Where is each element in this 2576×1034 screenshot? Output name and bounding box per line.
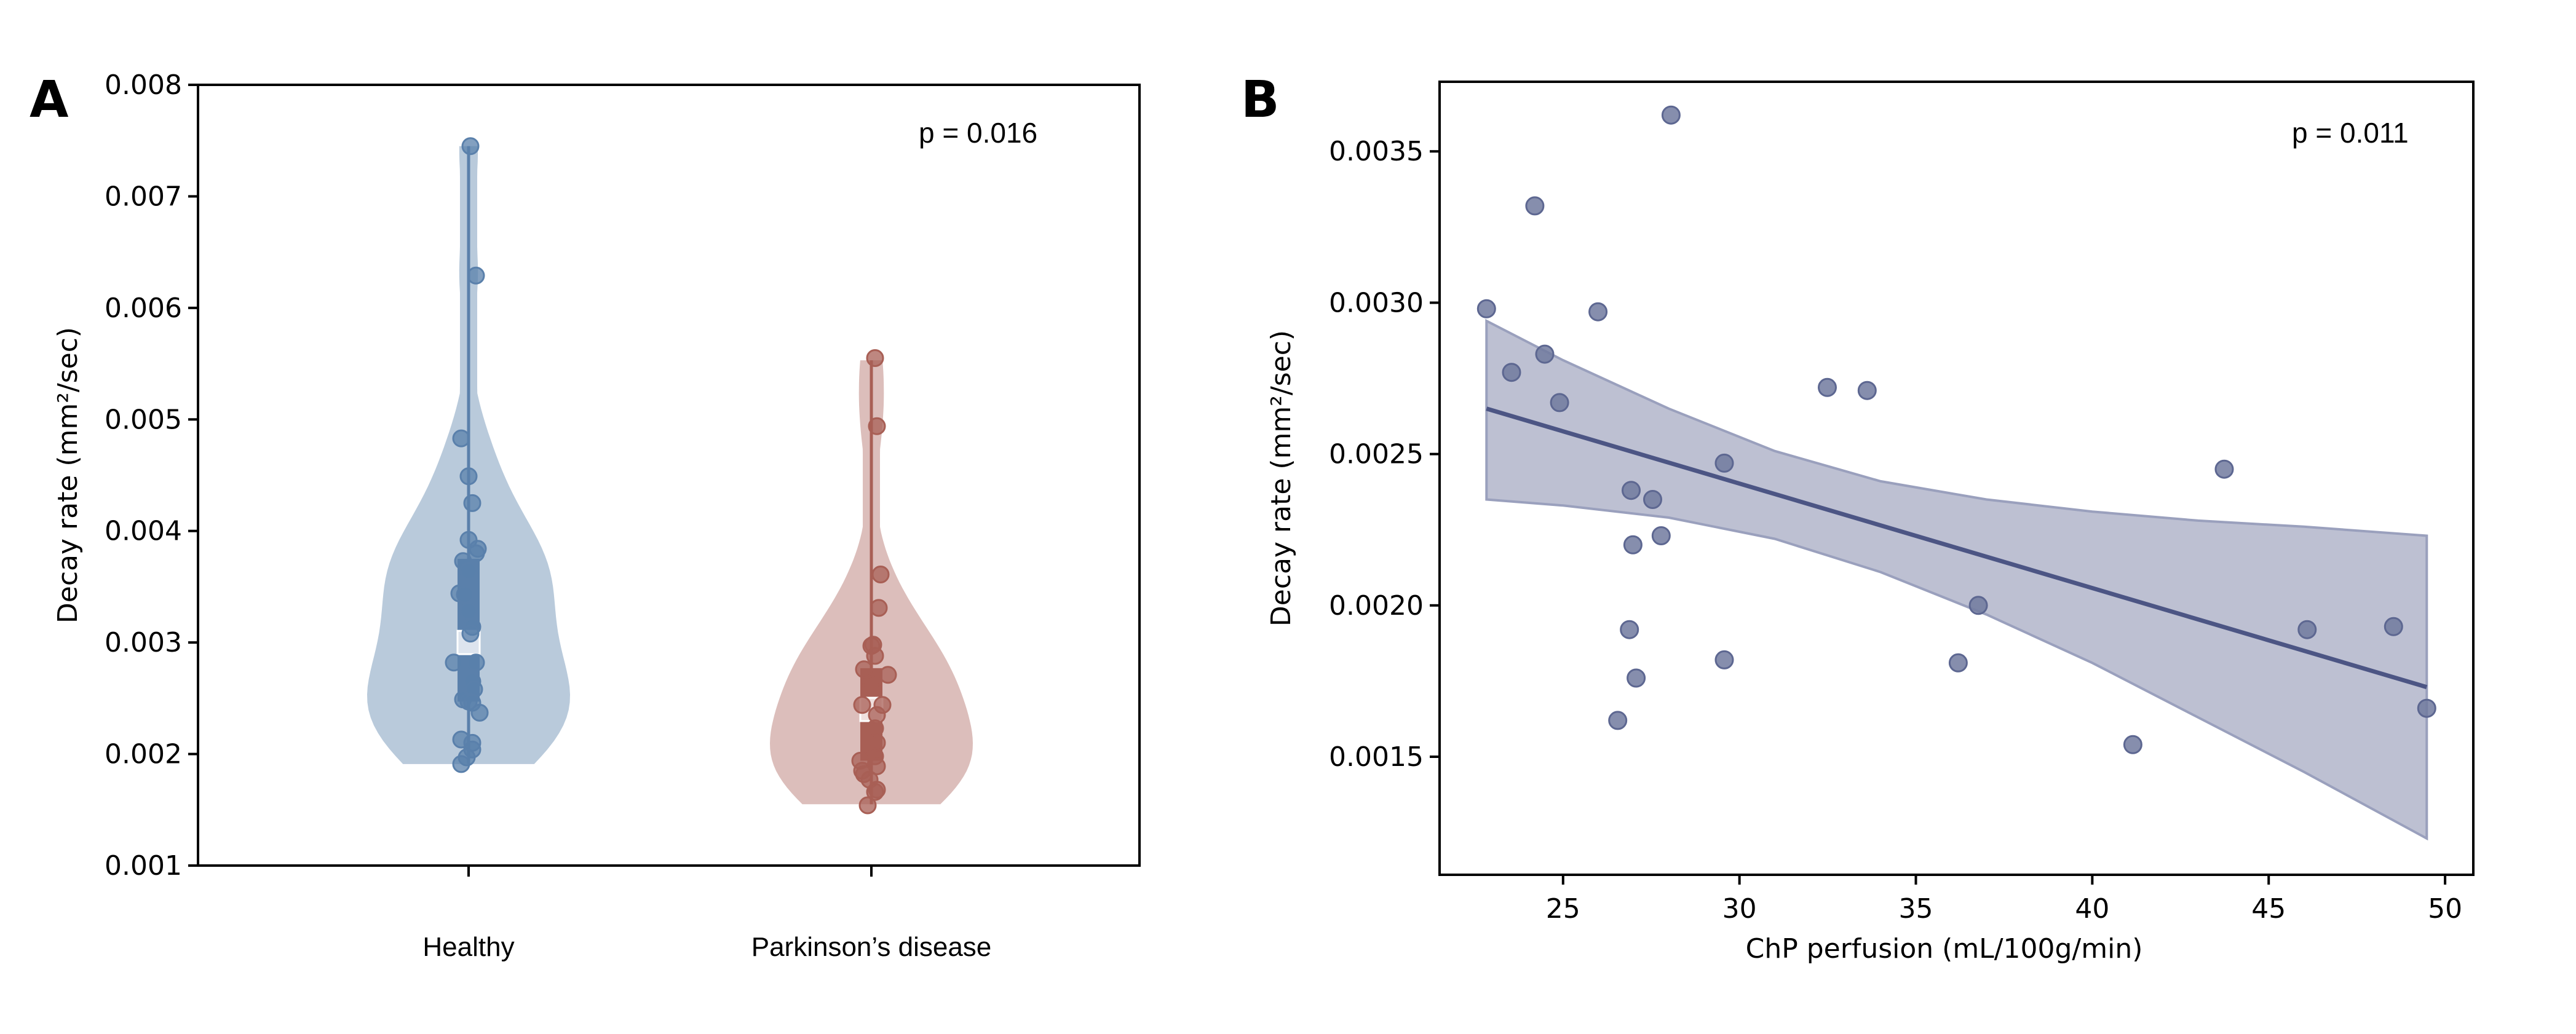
data-point xyxy=(879,666,897,684)
x-tick-label: 50 xyxy=(2428,893,2462,925)
data-point xyxy=(461,137,480,156)
data-point xyxy=(1535,344,1555,364)
y-axis-ticks: 0.0015 0.0020 0.0025 0.0030 0.0035 xyxy=(1329,136,1440,773)
p-value-annotation: p = 0.011 xyxy=(2292,117,2409,149)
data-point xyxy=(461,625,480,643)
data-point xyxy=(866,783,884,801)
y-axis-ticks: 0.001 0.002 0.003 0.004 0.005 0.006 0.007 0.008 xyxy=(105,69,198,882)
data-point xyxy=(2123,735,2142,754)
data-point xyxy=(467,266,485,285)
y-tick-label: 0.001 xyxy=(105,850,182,882)
data-point xyxy=(1857,381,1877,400)
data-point xyxy=(463,494,482,512)
data-point xyxy=(853,696,871,714)
data-point xyxy=(858,796,877,815)
data-point xyxy=(855,660,873,679)
data-point xyxy=(1714,650,1734,669)
data-point xyxy=(1968,596,1988,615)
data-point xyxy=(1651,526,1671,545)
data-point xyxy=(866,349,884,367)
data-point xyxy=(868,417,886,435)
y-axis-label: Decay rate (mm²/sec) xyxy=(52,327,84,623)
plot-frame xyxy=(1438,81,2475,876)
data-point xyxy=(1550,393,1569,412)
data-point xyxy=(1476,299,1496,318)
data-point xyxy=(459,467,478,486)
data-point xyxy=(459,562,478,580)
x-tick-label: 25 xyxy=(1546,893,1580,925)
data-point xyxy=(1714,453,1734,473)
y-tick-label: 0.0030 xyxy=(1329,287,1424,318)
y-tick-label: 0.006 xyxy=(105,293,182,324)
y-tick-label: 0.0020 xyxy=(1329,590,1424,622)
y-tick-label: 0.003 xyxy=(105,627,182,658)
confidence-band xyxy=(1485,318,2428,841)
x-tick-label: 40 xyxy=(2075,893,2109,925)
y-tick-label: 0.007 xyxy=(105,181,182,212)
violin-plot: 0.001 0.002 0.003 0.004 0.005 0.006 0.007 0.008… xyxy=(52,69,1141,962)
data-point xyxy=(1627,668,1646,688)
data-point xyxy=(1643,490,1662,509)
y-tick-label: 0.008 xyxy=(105,69,182,101)
data-point xyxy=(1622,481,1641,500)
y-tick-label: 0.0015 xyxy=(1329,741,1424,773)
y-axis-label: Decay rate (mm²/sec) xyxy=(1266,330,1297,626)
y-tick-label: 0.002 xyxy=(105,739,182,770)
data-point xyxy=(452,429,470,448)
data-point xyxy=(452,755,470,773)
data-point xyxy=(1948,653,1968,673)
x-axis-label: ChP perfusion (mL/100g/min) xyxy=(1746,933,2143,965)
data-point xyxy=(1620,620,1639,639)
panel-label-a: A xyxy=(30,71,69,129)
data-point xyxy=(866,647,884,665)
x-axis-ticks: 25 30 35 40 45 50 xyxy=(1546,875,2462,925)
data-point xyxy=(2297,620,2317,639)
data-point xyxy=(467,544,485,562)
data-point xyxy=(459,602,478,620)
data-point xyxy=(1502,363,1521,382)
data-point xyxy=(870,599,888,617)
x-tick-label: 35 xyxy=(1899,893,1933,925)
x-tick-label: 45 xyxy=(2251,893,2286,925)
data-point xyxy=(1588,302,1608,322)
data-point xyxy=(456,585,474,604)
y-tick-label: 0.0035 xyxy=(1329,136,1424,167)
data-point xyxy=(1608,711,1628,730)
data-point xyxy=(1818,377,1837,397)
data-point xyxy=(470,703,489,722)
data-point xyxy=(2214,459,2234,479)
data-point xyxy=(871,566,890,583)
regression-line xyxy=(1486,406,2428,690)
data-point xyxy=(2384,617,2403,636)
p-value-annotation: p = 0.016 xyxy=(919,117,1037,149)
scatter-plot: 0.0015 0.0020 0.0025 0.0030 0.0035 25 30 35 40 4… xyxy=(1266,81,2475,965)
data-point xyxy=(1661,105,1681,125)
data-point xyxy=(2417,698,2436,718)
x-axis-ticks: Healthy Parkinson’s disease xyxy=(422,866,991,962)
data-point xyxy=(467,653,485,672)
data-point xyxy=(1525,196,1545,216)
y-tick-label: 0.005 xyxy=(105,404,182,435)
data-point xyxy=(866,719,884,738)
data-points xyxy=(445,137,897,815)
y-tick-label: 0.004 xyxy=(105,516,182,547)
data-points xyxy=(1476,105,2436,754)
data-point xyxy=(862,676,881,694)
category-label: Healthy xyxy=(422,932,514,962)
data-point xyxy=(445,653,463,672)
category-label: Parkinson’s disease xyxy=(751,932,992,962)
data-point xyxy=(1623,535,1643,554)
x-tick-label: 30 xyxy=(1722,893,1757,925)
y-tick-label: 0.0025 xyxy=(1329,439,1424,470)
plot-frame xyxy=(197,84,1141,867)
panel-label-b: B xyxy=(1241,71,1280,129)
